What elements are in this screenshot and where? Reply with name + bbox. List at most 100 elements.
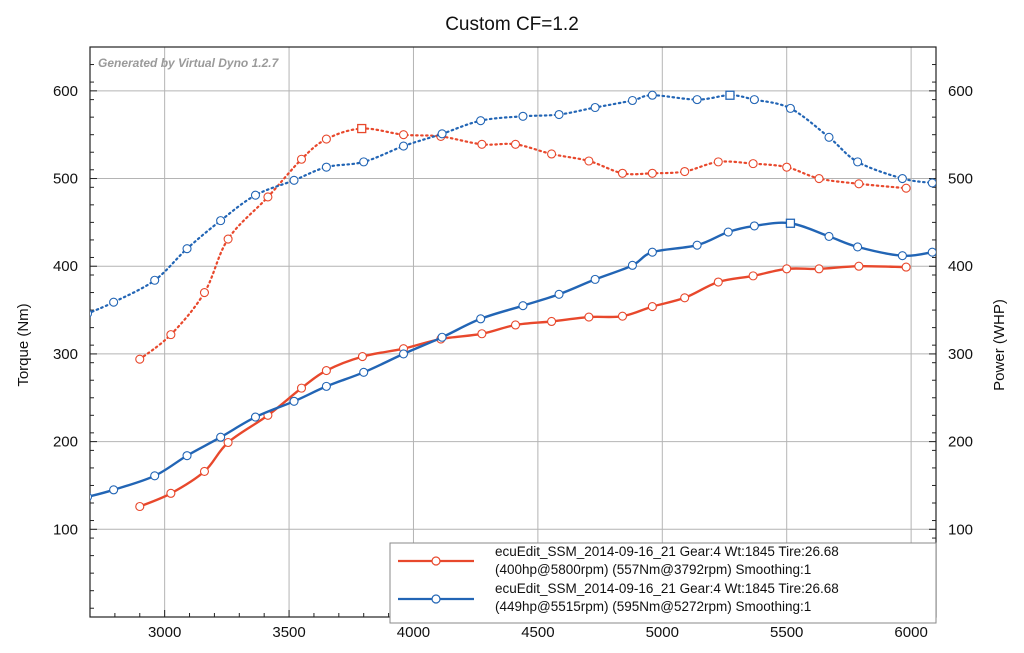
torque-point [647, 90, 657, 100]
torque-point [854, 179, 864, 189]
torque-point [814, 173, 824, 184]
power-point [824, 231, 834, 241]
power-point [897, 251, 907, 261]
y-axis-left-title: Torque (Nm) [15, 303, 32, 386]
y-right-tick-label: 600 [948, 83, 973, 100]
power-point [518, 301, 528, 311]
x-tick-label: 3000 [148, 624, 181, 641]
torque-line-series-2 [90, 94, 934, 314]
power-point [357, 352, 368, 362]
y-left-tick-label: 100 [53, 521, 78, 538]
power-point [250, 412, 261, 422]
power-point [359, 367, 369, 377]
legend-entry-2-line-2: (449hp@5515rpm) (595Nm@5272rpm) Smoothin… [495, 599, 811, 614]
power-point [90, 493, 93, 501]
power-point [854, 261, 864, 271]
torque-point [398, 130, 409, 140]
torque-point [510, 139, 521, 149]
torque-point [547, 149, 557, 159]
torque-point [359, 157, 369, 167]
y-right-tick-label: 200 [948, 434, 973, 451]
y-right-tick-label: 100 [948, 521, 973, 538]
torque-point [398, 141, 409, 151]
torque-point [289, 175, 299, 185]
power-point [109, 485, 119, 495]
power-point [713, 277, 723, 287]
torque-point [927, 178, 936, 188]
power-point [477, 329, 487, 339]
torque-point [897, 173, 907, 184]
torque-point [901, 183, 911, 193]
legend: ecuEdit_SSM_2014-09-16_21 Gear:4 Wt:1845… [389, 542, 937, 624]
x-tick-label: 4500 [521, 624, 554, 641]
y-right-tick-label: 300 [948, 346, 973, 363]
torque-point [166, 330, 176, 340]
power-point [680, 293, 690, 303]
torque-point [785, 103, 795, 113]
power-point [321, 381, 331, 391]
torque-point [321, 134, 331, 144]
legend-swatch-marker-2 [431, 594, 441, 604]
power-point [166, 488, 176, 498]
torque-point [223, 234, 233, 244]
legend-entry-1-line-2: (400hp@5800rpm) (557Nm@3792rpm) Smoothin… [495, 562, 811, 577]
legend-entry-2-line-1: ecuEdit_SSM_2014-09-16_21 Gear:4 Wt:1845… [495, 581, 839, 596]
torque-point [518, 111, 528, 121]
torque-point [554, 109, 564, 120]
power-point [554, 289, 564, 299]
power-point [814, 264, 824, 274]
torque-point [216, 216, 226, 226]
torque-peak-marker [357, 123, 367, 134]
y-left-tick-label: 200 [53, 434, 78, 451]
power-point [748, 271, 758, 281]
power-point [647, 302, 657, 312]
power-point [182, 451, 192, 461]
power-point [749, 221, 759, 231]
power-point [617, 311, 628, 321]
torque-point [824, 132, 834, 142]
torque-point [321, 162, 331, 172]
torque-point [584, 156, 594, 166]
torque-point [296, 154, 307, 164]
y-left-tick-label: 400 [53, 258, 78, 275]
axis-ticks: 3000 3500 4000 4500 5000 5500 6000 100 100 200 200… [53, 64, 973, 641]
torque-point [692, 95, 702, 105]
torque-point [748, 159, 758, 169]
power-point [853, 242, 863, 252]
power-point [199, 466, 210, 476]
x-tick-label: 4000 [397, 624, 430, 641]
torque-point [476, 116, 486, 126]
legend-box [389, 542, 937, 624]
torque-point [853, 157, 863, 167]
torque-point [182, 244, 192, 254]
torque-point [617, 168, 628, 178]
torque-point [150, 275, 160, 285]
torque-point [477, 139, 487, 149]
torque-peak-marker [725, 90, 735, 100]
legend-entry-1-line-1: ecuEdit_SSM_2014-09-16_21 Gear:4 Wt:1845… [495, 544, 839, 559]
torque-point [749, 95, 759, 105]
power-point [437, 332, 447, 342]
power-point [692, 240, 702, 250]
power-point [547, 316, 557, 327]
power-point [398, 349, 409, 359]
torque-point [590, 102, 600, 113]
x-tick-label: 6000 [894, 624, 927, 641]
y-left-tick-label: 600 [53, 83, 78, 100]
power-point [476, 314, 486, 324]
y-right-tick-label: 400 [948, 258, 973, 275]
torque-point [250, 190, 261, 200]
power-point [135, 501, 145, 512]
grid [90, 47, 936, 617]
torque-point [437, 129, 447, 139]
power-point [289, 396, 299, 406]
power-point [510, 320, 521, 330]
power-point [150, 471, 160, 481]
torque-point [135, 354, 145, 364]
power-point [901, 262, 911, 272]
y-axis-right-title: Power (WHP) [991, 299, 1008, 391]
series-group [90, 90, 936, 512]
power-line-series-2 [90, 221, 933, 498]
torque-point [782, 162, 792, 172]
